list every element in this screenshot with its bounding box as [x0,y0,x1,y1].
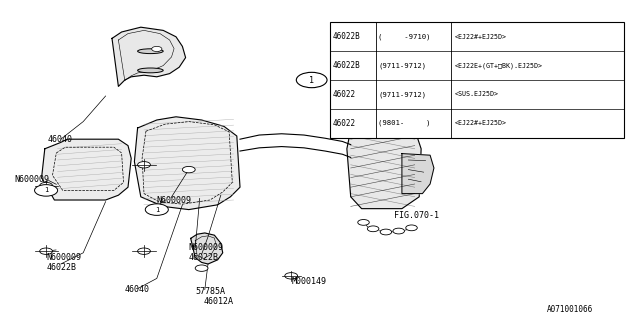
Text: N600009: N600009 [189,244,224,252]
Text: 46022: 46022 [332,119,355,128]
Text: 46012A: 46012A [204,297,234,306]
Circle shape [138,162,150,168]
Text: 1: 1 [44,188,48,193]
Circle shape [296,72,327,88]
Circle shape [152,46,162,52]
Text: N600009: N600009 [14,175,49,184]
Text: 46022: 46022 [332,90,355,99]
Text: 57785A: 57785A [195,287,225,296]
Circle shape [358,220,369,225]
Polygon shape [191,233,223,264]
Text: 46040: 46040 [125,285,150,294]
Ellipse shape [138,49,163,53]
Text: M000149: M000149 [291,277,326,286]
Circle shape [285,273,298,279]
Text: 46022B: 46022B [332,61,360,70]
Polygon shape [134,117,240,210]
Text: (9711-9712): (9711-9712) [378,62,426,69]
Polygon shape [402,154,434,194]
Circle shape [40,182,52,189]
Text: (9801-     ): (9801- ) [378,120,431,126]
Circle shape [138,248,150,254]
Text: <EJ22#+EJ25D>: <EJ22#+EJ25D> [454,120,506,126]
Text: N600009: N600009 [157,196,192,204]
Text: 46022B: 46022B [189,253,219,262]
Polygon shape [347,126,421,209]
Text: N600009: N600009 [46,253,81,262]
Text: <SUS.EJ25D>: <SUS.EJ25D> [454,92,499,97]
Text: FIG.070-1: FIG.070-1 [394,212,438,220]
Ellipse shape [138,68,163,73]
Bar [330,22,624,138]
Text: 46022B: 46022B [332,32,360,41]
Circle shape [35,185,58,196]
Circle shape [145,204,168,215]
Circle shape [195,265,208,271]
Circle shape [406,225,417,231]
Text: (9711-9712): (9711-9712) [378,91,426,98]
Text: (     -9710): ( -9710) [378,34,431,40]
Text: 46022B: 46022B [46,263,76,272]
Circle shape [393,228,404,234]
Text: <EJ22E+(GT+□BK).EJ25D>: <EJ22E+(GT+□BK).EJ25D> [454,62,543,69]
Polygon shape [112,27,186,86]
Text: 1: 1 [309,76,314,84]
Text: 46040: 46040 [48,135,73,144]
Circle shape [380,229,392,235]
Circle shape [367,226,379,232]
Circle shape [182,166,195,173]
Text: <EJ22#+EJ25D>: <EJ22#+EJ25D> [454,34,506,40]
Polygon shape [42,139,131,200]
Text: A071001066: A071001066 [547,305,593,314]
Text: 1: 1 [155,207,159,212]
Circle shape [40,248,52,254]
